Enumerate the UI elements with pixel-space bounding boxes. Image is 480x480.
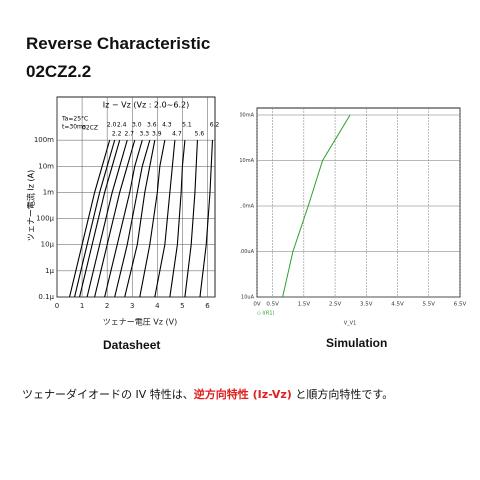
x-tick-label: 5: [180, 302, 184, 310]
datasheet-chart: 0.1μ 1μ 10μ 100μ 1m 10m 100m 0 1 2 3 4 5 6 2.0 2.2 2.4 2.…: [26, 96, 220, 327]
x-tick-label: 2.5V: [329, 302, 342, 308]
y-tick-label: 10mA: [240, 158, 255, 164]
curve: [74, 139, 116, 298]
x-tick-label: 3: [130, 302, 134, 310]
curve-label: 2.7: [124, 131, 134, 138]
y-tick-label: 100m: [34, 136, 54, 144]
curve-label: 2.4: [117, 122, 127, 129]
slide-subtitle: 02CZ2.2: [26, 62, 92, 81]
simulation-chart: 10uA 100uA 1.0mA 10mA 100mA 0V 0.5V 1.5V 2.5V 3.5…: [240, 107, 467, 327]
note-text: 逆方向特性 (Iz-Vz): [193, 388, 292, 401]
x-tick-label: 5.5V: [423, 302, 436, 308]
curve-label: 2.0: [107, 122, 117, 129]
curve-label: 3.6: [147, 122, 157, 129]
curve: [94, 139, 136, 298]
x-tick-label: 4.5V: [391, 302, 404, 308]
x-tick-label: 1.5V: [298, 302, 311, 308]
y-tick-label: 1.0mA: [240, 204, 255, 210]
x-tick-label: 0: [55, 302, 59, 310]
curve-label: 4.7: [172, 131, 182, 138]
chart-title: Iz − Vz (Vz : 2.0~6.2): [103, 101, 189, 110]
curve-label: 3.3: [139, 131, 149, 138]
y-tick-label: 100mA: [240, 113, 255, 119]
y-tick-label: 100uA: [240, 249, 255, 255]
y-tick-label: 1m: [43, 188, 54, 196]
caption: Simulation: [326, 336, 388, 350]
x-tick-label: 3.5V: [360, 302, 373, 308]
curve: [184, 140, 198, 298]
slide-title: Reverse Characteristic: [26, 34, 211, 53]
y-tick-label: 0.1μ: [38, 293, 54, 301]
x-axis-label: ツェナー電圧 Vz (V): [103, 318, 177, 327]
y-tick-label: 10μ: [41, 241, 55, 249]
annotation: 02CZ: [82, 125, 98, 132]
curve: [114, 139, 151, 298]
curve-label: 3.9: [152, 131, 162, 138]
y-tick-label: 1μ: [45, 267, 54, 275]
curve-label: 2.2: [112, 131, 122, 138]
curve: [139, 140, 166, 298]
curve: [124, 140, 156, 298]
curve-label: 5.1: [182, 122, 192, 129]
y-tick-label: 10m: [38, 162, 54, 170]
annotation: Ta=25°C: [61, 116, 88, 123]
x-tick-label: 4: [155, 302, 160, 310]
annotation: t=30ms: [62, 124, 86, 131]
x-tick-label: 2: [105, 302, 109, 310]
curve-label: 4.3: [162, 122, 172, 129]
x-tick-label: 6.5V: [454, 302, 467, 308]
note-text: と順方向特性です。: [291, 388, 394, 401]
y-axis-label: ツェナー電流 Iz (A): [26, 170, 36, 241]
curve-label: 6.2: [210, 122, 220, 129]
x-tick-label: 6: [205, 302, 210, 310]
y-tick-label: 100μ: [36, 215, 54, 223]
curve: [69, 139, 111, 298]
curve: [154, 140, 176, 298]
legend-entry: ◇ I(R1): [257, 311, 275, 317]
curve: [199, 140, 214, 298]
curve: [86, 139, 128, 298]
note: ツェナーダイオードの IV 特性は、逆方向特性 (Iz-Vz) と順方向特性です…: [22, 386, 393, 402]
x-tick-label: 1: [80, 302, 84, 310]
curve: [79, 139, 121, 298]
curve: [282, 114, 351, 298]
y-tick-label: 10uA: [241, 295, 255, 301]
curve-label: 3.0: [132, 122, 142, 129]
x-tick-label: 0.5V: [266, 302, 279, 308]
x-axis-label: V_V1: [344, 321, 357, 327]
plot-frame: [256, 107, 461, 298]
curve: [104, 139, 143, 298]
curve: [169, 140, 186, 298]
x-tick-label: 0V: [253, 302, 260, 308]
caption: Datasheet: [103, 338, 161, 352]
curve-label: 5.6: [195, 131, 205, 138]
note-text: ツェナーダイオードの IV 特性は、: [22, 388, 194, 401]
